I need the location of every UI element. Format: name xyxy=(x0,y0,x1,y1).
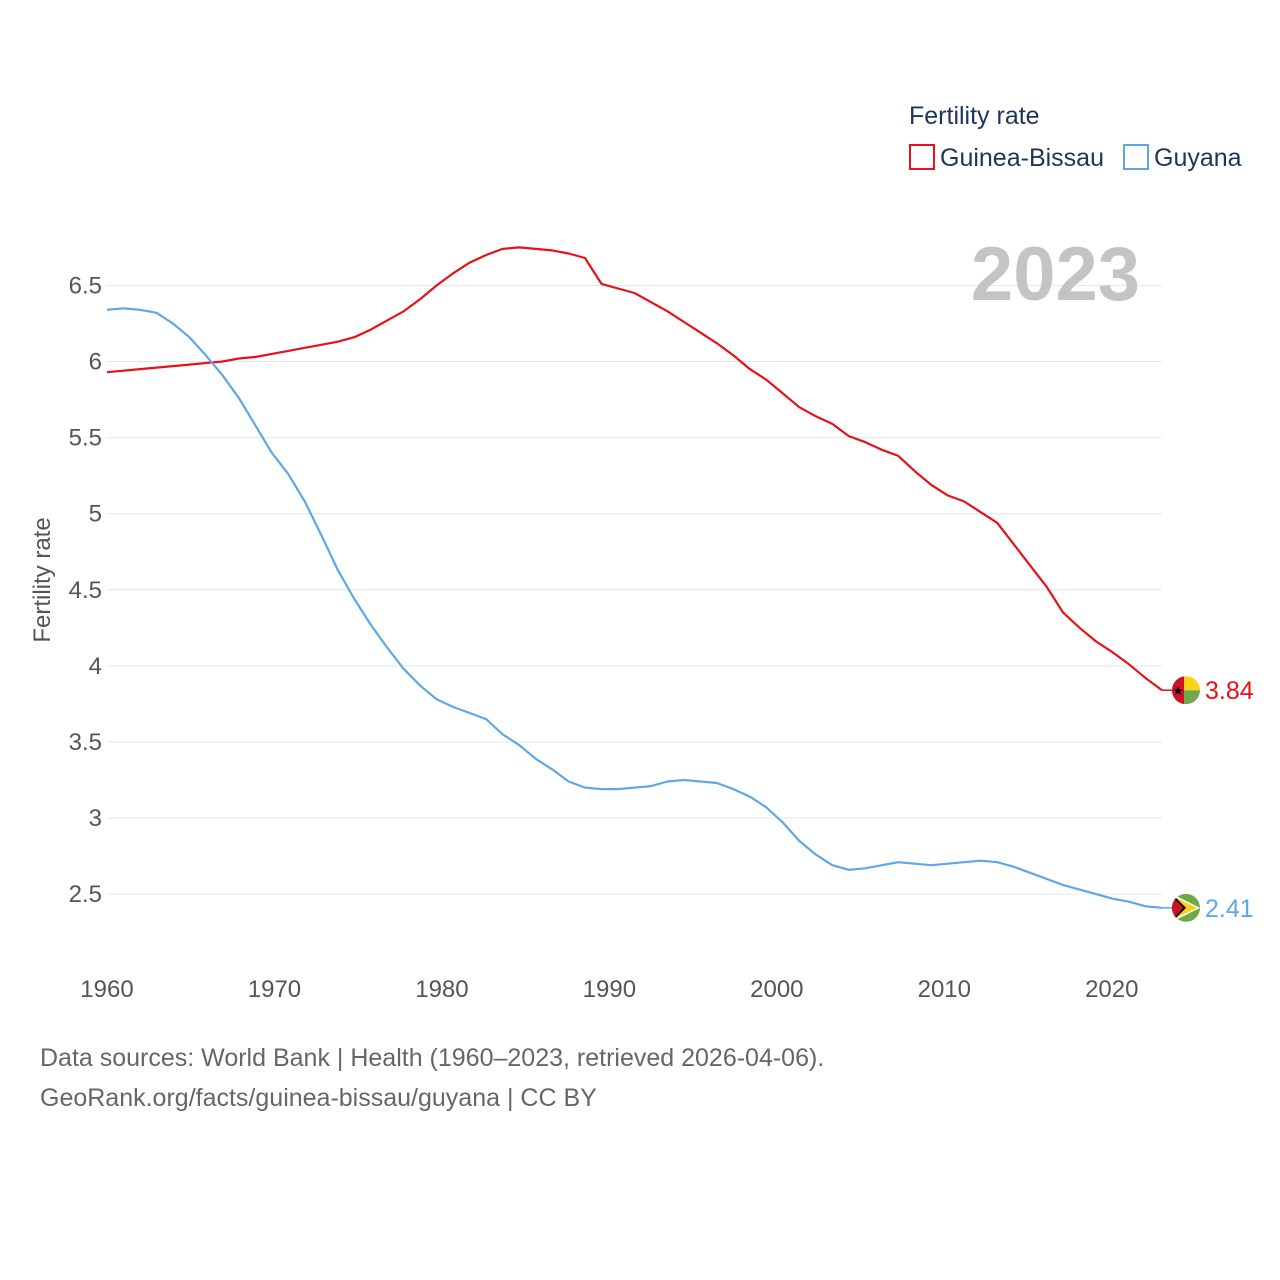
grid-lines xyxy=(107,284,1162,895)
legend-item-guyana[interactable]: Guyana xyxy=(1123,144,1242,172)
legend: Fertility rate Guinea-Bissau Guyana xyxy=(909,102,1242,172)
x-tick-label: 1960 xyxy=(80,976,133,1003)
guinea-bissau-flag-icon xyxy=(1172,676,1200,705)
y-tick-label: 6 xyxy=(89,349,102,376)
x-tick-label: 2000 xyxy=(750,976,803,1003)
legend-swatch-guyana xyxy=(1123,144,1149,170)
x-tick-label: 1980 xyxy=(415,976,468,1003)
y-tick-label: 5 xyxy=(89,501,102,528)
legend-item-guinea-bissau[interactable]: Guinea-Bissau xyxy=(909,144,1104,172)
y-tick-label: 3.5 xyxy=(69,729,102,756)
guyana-flag-icon xyxy=(1172,893,1200,922)
x-tick-label: 2010 xyxy=(918,976,971,1003)
end-value-guinea-bissau: 3.84 xyxy=(1205,677,1254,705)
y-axis: 2.5 3 3.5 4 4.5 5 5.5 6 6.5 xyxy=(69,272,102,908)
x-tick-label: 1990 xyxy=(583,976,636,1003)
x-axis: 1960 1970 1980 1990 2000 2010 2020 xyxy=(80,976,1138,1003)
footer-attribution[interactable]: GeoRank.org/facts/guinea-bissau/guyana |… xyxy=(40,1084,597,1112)
x-tick-label: 1970 xyxy=(248,976,301,1003)
series-line-guyana[interactable] xyxy=(106,307,1163,909)
series-line-guinea-bissau[interactable] xyxy=(106,246,1163,692)
footer-sources: Data sources: World Bank | Health (1960–… xyxy=(40,1044,825,1072)
legend-swatch-guinea-bissau xyxy=(909,144,935,170)
y-tick-label: 5.5 xyxy=(69,425,102,452)
year-label: 2023 xyxy=(971,232,1140,317)
legend-title: Fertility rate xyxy=(909,102,1040,130)
y-axis-title: Fertility rate xyxy=(29,517,56,642)
y-tick-label: 4.5 xyxy=(69,577,102,604)
legend-label-guyana: Guyana xyxy=(1154,144,1242,172)
y-tick-label: 6.5 xyxy=(69,272,102,299)
y-tick-label: 2.5 xyxy=(69,881,102,908)
x-tick-label: 2020 xyxy=(1085,976,1138,1003)
series-lines xyxy=(106,246,1176,909)
end-value-guyana: 2.41 xyxy=(1205,895,1254,923)
y-tick-label: 3 xyxy=(89,805,102,832)
legend-label-guinea-bissau: Guinea-Bissau xyxy=(940,144,1104,172)
y-tick-label: 4 xyxy=(89,653,102,680)
